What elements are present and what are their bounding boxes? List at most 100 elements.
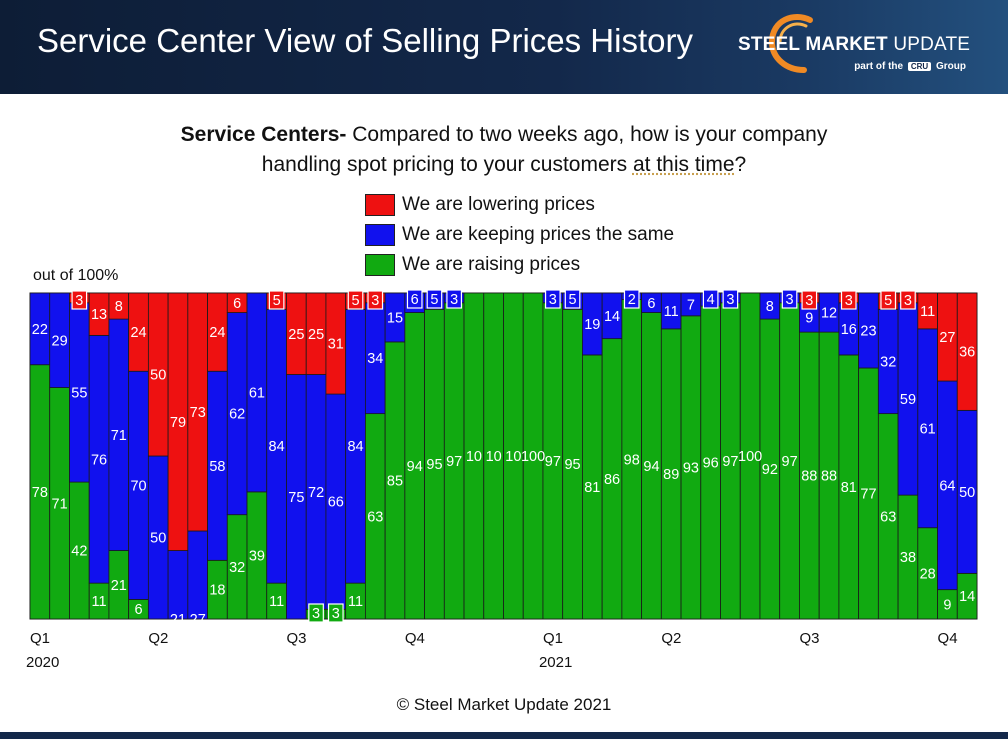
data-label-same-32: 11 [664,304,679,320]
data-label-raising-2: 42 [71,544,87,560]
data-label-lowering-4: 8 [115,299,123,315]
data-label-lowering-39: 3 [805,293,813,309]
data-label-same-11: 61 [249,385,265,401]
scale-note: out of 100% [33,267,119,284]
data-label-raising-4: 21 [111,578,127,594]
legend-label-lowering: We are lowering prices [402,194,595,215]
data-label-same-4: 71 [111,428,127,444]
data-label-raising-42: 77 [860,486,876,502]
label-box-same-26 [544,289,561,309]
data-label-raising-45: 28 [920,566,936,582]
data-label-raising-25: 100 [521,449,545,465]
data-label-raising-21: 97 [446,454,462,470]
data-label-raising-36: 100 [738,449,762,465]
x-tick-quarter-2: Q3 [286,630,307,647]
data-label-same-46: 64 [939,478,955,494]
data-label-lowering-44: 3 [904,293,912,309]
data-label-same-41: 16 [841,322,857,338]
label-box-same-34 [702,289,719,309]
data-label-raising-23: 10 [486,449,502,465]
data-label-raising-29: 86 [604,472,620,488]
legend-label-same: We are keeping prices the same [402,224,675,245]
data-label-raising-44: 38 [900,550,916,566]
label-box-lowering-12 [268,290,285,310]
data-label-same-9: 58 [209,459,225,475]
x-tick-quarter-6: Q3 [799,630,820,647]
data-label-same-1: 29 [52,333,68,349]
data-label-lowering-46: 27 [939,330,955,346]
data-label-same-28: 19 [584,317,600,333]
data-label-raising-22: 10 [466,449,482,465]
data-label-raising-10: 32 [229,560,245,576]
label-box-lowering-44 [900,290,916,310]
data-label-raising-34: 96 [703,456,719,472]
question-line2: handling spot pricing to your customers [261,153,633,176]
data-label-lowering-12: 5 [273,293,281,309]
data-label-same-35: 3 [726,292,734,308]
data-label-raising-15: 3 [332,606,340,622]
legend-label-raising: We are raising prices [402,254,581,275]
label-box-same-19 [406,289,423,309]
data-label-lowering-6: 50 [150,368,166,384]
data-label-same-30: 2 [628,292,636,308]
question-bold: Service Centers- [180,123,347,146]
data-label-same-33: 7 [687,297,695,313]
copyright: © Steel Market Update 2021 [396,695,612,714]
data-label-lowering-43: 5 [884,293,892,309]
data-label-same-29: 14 [604,309,620,325]
logo-tagline: part of the CRU Group [854,61,966,72]
bar-same-7 [167,550,189,620]
data-label-raising-35: 97 [722,454,738,470]
label-box-lowering-2 [71,290,88,310]
data-label-raising-7: 21 [170,612,186,628]
data-label-lowering-17: 3 [371,293,379,309]
data-label-same-15: 66 [328,495,344,511]
question-highlight: at this time [632,153,735,176]
x-tick-quarter-0: Q1 [30,630,51,647]
data-label-same-38: 3 [786,292,794,308]
data-label-same-20: 5 [430,292,438,308]
data-label-same-44: 59 [900,392,916,408]
bar-lowering-47 [956,292,978,411]
data-label-same-13: 75 [288,490,304,506]
label-box-same-38 [781,289,798,309]
x-tick-quarter-1: Q2 [148,630,169,647]
question-end: ? [734,153,747,176]
data-label-raising-24: 10 [505,449,521,465]
data-label-raising-19: 94 [407,459,423,475]
data-label-same-2: 55 [71,385,87,401]
data-label-lowering-5: 24 [130,325,146,341]
x-tick-quarter-7: Q4 [937,630,958,647]
legend-swatch-raising [365,254,395,276]
data-label-lowering-41: 3 [845,293,853,309]
label-box-lowering-43 [880,290,897,310]
legend-swatch-same [365,224,395,246]
data-label-same-18: 15 [387,310,403,326]
data-label-same-3: 76 [91,452,107,468]
steel-market-update-logo: STEEL MARKET UPDATE part of the CRU Grou… [738,10,970,82]
data-label-raising-33: 93 [683,460,699,476]
data-label-raising-41: 81 [841,480,857,496]
label-box-lowering-16 [347,290,364,310]
data-label-same-37: 8 [766,299,774,315]
data-label-lowering-16: 5 [351,293,359,309]
logo-swirl-icon [768,13,813,73]
data-label-raising-8: 27 [190,612,206,628]
data-label-raising-12: 11 [269,594,284,610]
label-box-raising-15 [327,603,344,623]
data-label-raising-17: 63 [367,509,383,525]
x-tick-year-0: 2020 [26,654,60,671]
label-box-lowering-39 [801,290,818,310]
data-label-same-26: 3 [549,292,557,308]
data-label-same-5: 70 [130,478,146,494]
data-label-raising-46: 9 [943,597,951,613]
bar-same-8 [187,530,208,620]
data-label-lowering-7: 79 [170,415,186,431]
data-label-raising-27: 95 [564,457,580,473]
data-label-raising-37: 92 [762,462,778,478]
data-label-raising-26: 97 [545,454,561,470]
data-label-raising-18: 85 [387,473,403,489]
footer-bar [0,732,1008,739]
data-label-lowering-14: 25 [308,327,324,343]
